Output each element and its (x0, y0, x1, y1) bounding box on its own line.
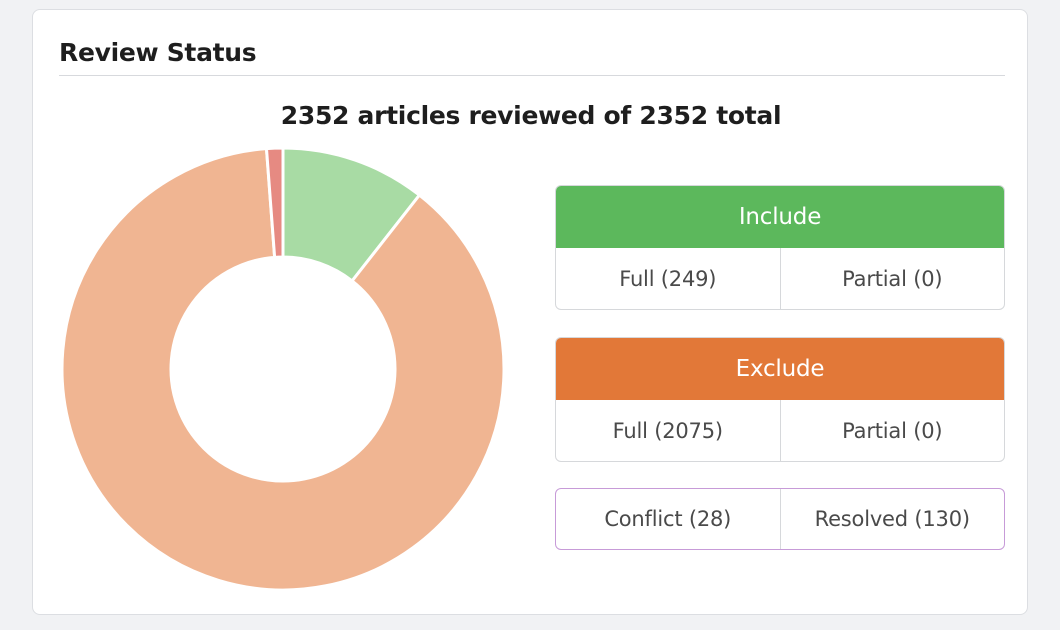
exclude-row: Full (2075) Partial (0) (556, 400, 1004, 461)
conflict-row: Conflict (28) Resolved (130) (556, 489, 1004, 549)
review-donut-chart (60, 146, 506, 592)
include-partial-cell[interactable]: Partial (0) (779, 248, 1005, 309)
exclude-header[interactable]: Exclude (556, 338, 1004, 400)
resolved-cell[interactable]: Resolved (130) (779, 489, 1005, 549)
donut-slice-conflict[interactable] (264, 146, 285, 259)
include-panel: Include Full (249) Partial (0) (555, 185, 1005, 310)
include-header[interactable]: Include (556, 186, 1004, 248)
conflict-status-panel: Conflict (28) Resolved (130) (555, 488, 1005, 550)
exclude-partial-cell[interactable]: Partial (0) (779, 400, 1005, 461)
review-summary: 2352 articles reviewed of 2352 total (280, 101, 782, 130)
title-divider (59, 75, 1005, 76)
include-row: Full (249) Partial (0) (556, 248, 1004, 309)
card-title: Review Status (59, 38, 257, 67)
donut-svg (60, 146, 506, 592)
exclude-panel: Exclude Full (2075) Partial (0) (555, 337, 1005, 462)
review-status-card: Review Status 2352 articles reviewed of … (32, 9, 1028, 615)
donut-slice-exclude[interactable] (60, 147, 506, 592)
exclude-full-cell[interactable]: Full (2075) (612, 418, 723, 443)
include-full-cell[interactable]: Full (249) (619, 266, 717, 291)
conflict-cell[interactable]: Conflict (28) (604, 507, 732, 531)
